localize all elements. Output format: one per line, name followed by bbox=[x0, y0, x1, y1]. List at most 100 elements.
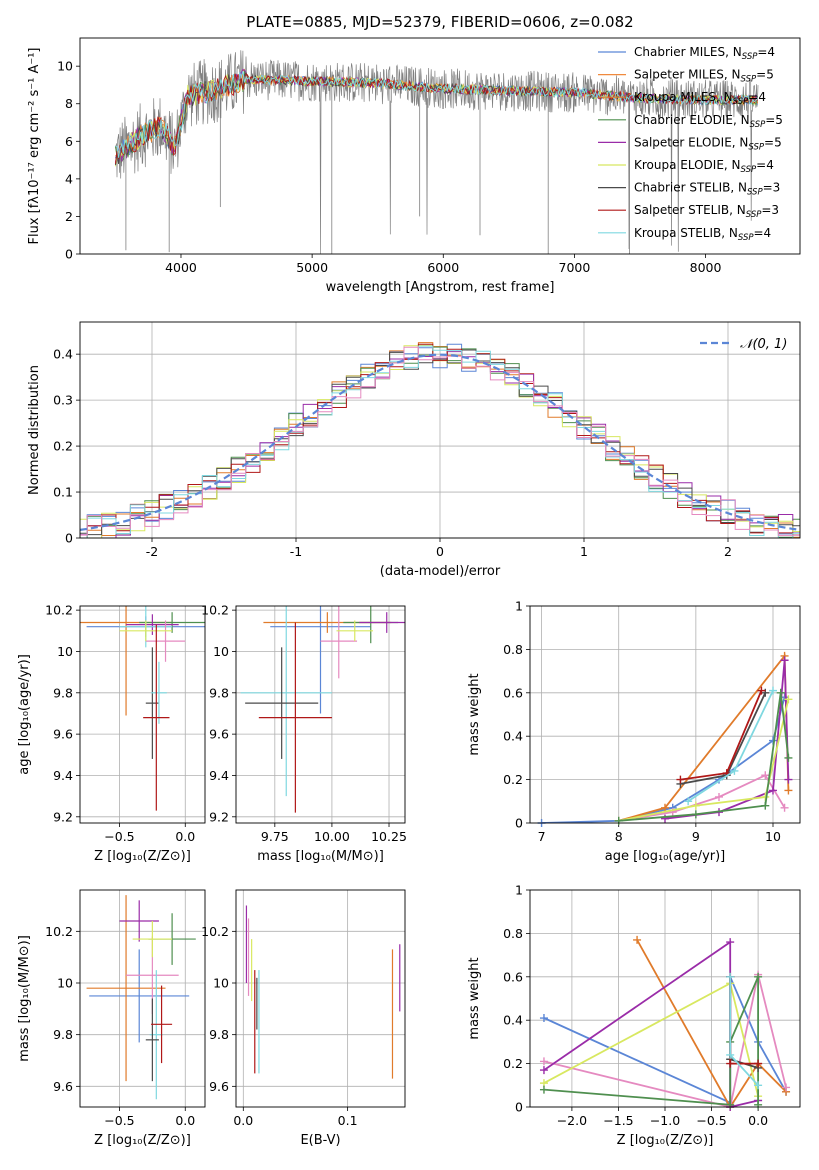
weight-marker bbox=[754, 1100, 763, 1109]
weight-series-line bbox=[543, 981, 759, 1097]
legend-label-name: Chabrier STELIB, N bbox=[634, 181, 747, 195]
y-tick-label: 10 bbox=[57, 976, 73, 991]
weight-marker bbox=[780, 803, 789, 812]
plot-frame bbox=[79, 321, 801, 539]
weight-marker bbox=[661, 814, 669, 823]
y-axis-label: Normed distribution bbox=[27, 365, 42, 495]
legend-label-tail: =3 bbox=[761, 203, 779, 217]
errorbar-point bbox=[119, 620, 173, 642]
legend-label-sub: SSP bbox=[742, 52, 758, 62]
errorbar-point bbox=[145, 998, 159, 1082]
y-tick-label: 0.6 bbox=[503, 685, 523, 700]
legend-label-sub: SSP bbox=[733, 97, 749, 107]
y-axis-label: Flux [fλ10⁻¹⁷ erg cm⁻² s⁻¹ A⁻¹] bbox=[27, 48, 42, 245]
y-tick-label: 9.8 bbox=[209, 1027, 229, 1042]
y-tick-label: 0.4 bbox=[53, 347, 73, 362]
plot-frame bbox=[79, 605, 206, 824]
errorbar-point bbox=[151, 985, 173, 1064]
weight-marker bbox=[769, 686, 777, 695]
weight-marker bbox=[780, 656, 789, 665]
errorbar-point bbox=[86, 895, 166, 1082]
x-tick-label: −1.0 bbox=[650, 1113, 680, 1128]
x-tick-label: 0 bbox=[436, 544, 444, 559]
x-tick-label: −0.5 bbox=[696, 1113, 726, 1128]
weight-series-line bbox=[618, 699, 790, 822]
legend-label-name: Salpeter MILES, N bbox=[634, 68, 741, 82]
y-tick-label: 0.1 bbox=[53, 485, 73, 500]
plot-frame bbox=[529, 889, 801, 1108]
y-tick-label: 0.3 bbox=[53, 393, 73, 408]
legend-label-sub: SSP bbox=[747, 188, 763, 198]
panel-7: 0.0 0.1 9.6 9.8 10 10.2 E(B-V) bbox=[201, 889, 406, 1148]
observed-spectrum-line bbox=[115, 50, 759, 254]
legend-label: Chabrier ELODIE, NSSP=5 bbox=[634, 113, 783, 130]
x-axis-label: Z [log₁₀(Z/Z⊙)] bbox=[94, 849, 191, 864]
y-tick-label: 9.8 bbox=[53, 685, 73, 700]
x-tick-label: 7000 bbox=[559, 260, 591, 275]
legend-label: Chabrier MILES, NSSP=4 bbox=[634, 45, 775, 62]
x-axis-label: E(B-V) bbox=[300, 1133, 340, 1148]
errorbar-point bbox=[245, 647, 319, 759]
weight-marker bbox=[757, 686, 766, 695]
x-axis-label: wavelength [Angstrom, rest frame] bbox=[326, 280, 555, 295]
weight-marker bbox=[776, 688, 785, 697]
weight-series-line bbox=[543, 940, 759, 1107]
weight-marker bbox=[661, 803, 669, 812]
errorbar-point bbox=[132, 921, 173, 958]
weight-marker bbox=[784, 695, 793, 704]
legend-label: Salpeter STELIB, NSSP=3 bbox=[634, 203, 779, 220]
weight-series-line bbox=[541, 696, 786, 823]
legend-label: Salpeter MILES, NSSP=5 bbox=[634, 68, 774, 85]
errorbar-point bbox=[145, 620, 186, 662]
x-tick-label: 0.0 bbox=[233, 1113, 253, 1128]
histogram-step bbox=[80, 345, 800, 538]
model-spectrum-line bbox=[114, 73, 758, 164]
y-tick-label: 0 bbox=[515, 1100, 523, 1115]
y-tick-label: 9.4 bbox=[209, 768, 229, 783]
panel-3: −0.5 0.0 9.2 9.4 9.6 9.8 10 10.2 Z [log₁₀(Z/Z⊙)]… bbox=[17, 603, 206, 864]
legend-label-tail: =5 bbox=[756, 68, 774, 82]
weight-marker bbox=[784, 786, 793, 795]
y-tick-label: 0.4 bbox=[503, 1013, 523, 1028]
weight-marker bbox=[539, 1057, 548, 1066]
y-tick-label: 9.8 bbox=[209, 685, 229, 700]
y-tick-label: 10.2 bbox=[45, 924, 73, 939]
x-tick-label: 9.75 bbox=[261, 829, 289, 844]
weight-marker bbox=[726, 1100, 735, 1109]
plot-frame bbox=[235, 605, 406, 824]
weight-marker bbox=[539, 1066, 548, 1075]
weight-marker bbox=[715, 792, 723, 801]
weight-marker bbox=[769, 786, 777, 795]
y-axis-label: mass weight bbox=[467, 957, 482, 1039]
weight-marker bbox=[614, 816, 623, 825]
legend-label-tail: =4 bbox=[756, 158, 774, 172]
weight-marker bbox=[761, 801, 770, 810]
y-tick-label: 9.2 bbox=[53, 809, 73, 824]
errorbar-point bbox=[240, 606, 332, 797]
y-tick-label: 0.4 bbox=[503, 729, 523, 744]
errorbar-point bbox=[336, 620, 374, 642]
histogram-step bbox=[80, 343, 800, 538]
errorbar-point bbox=[270, 606, 371, 714]
plot-frame bbox=[79, 889, 206, 1108]
legend-label-tail: =5 bbox=[764, 135, 782, 149]
y-tick-label: 0.8 bbox=[503, 642, 523, 657]
x-axis-label: (data-model)/error bbox=[380, 564, 501, 579]
weight-series-line bbox=[664, 660, 790, 820]
errorbar-point bbox=[119, 900, 159, 942]
x-tick-label: 6000 bbox=[427, 260, 459, 275]
weight-marker bbox=[726, 938, 735, 947]
weight-marker bbox=[684, 797, 693, 806]
weight-marker bbox=[726, 1059, 735, 1068]
y-tick-label: 0 bbox=[65, 247, 73, 262]
legend-label-name: Chabrier ELODIE, N bbox=[634, 113, 750, 127]
x-tick-label: 5000 bbox=[296, 260, 328, 275]
y-tick-label: 10.2 bbox=[201, 603, 229, 618]
panel-8: −2.0 −1.5 −1.0 −0.5 0.0 0 0.2 0.4 0.6 0.8 1 Z [log₁… bbox=[467, 883, 801, 1148]
plot-frame bbox=[529, 605, 801, 824]
y-tick-label: 9.4 bbox=[53, 768, 73, 783]
y-tick-label: 9.8 bbox=[53, 1027, 73, 1042]
y-axis-label: mass weight bbox=[467, 673, 482, 755]
x-axis-label: Z [log₁₀(Z/Z⊙)] bbox=[617, 1133, 714, 1148]
